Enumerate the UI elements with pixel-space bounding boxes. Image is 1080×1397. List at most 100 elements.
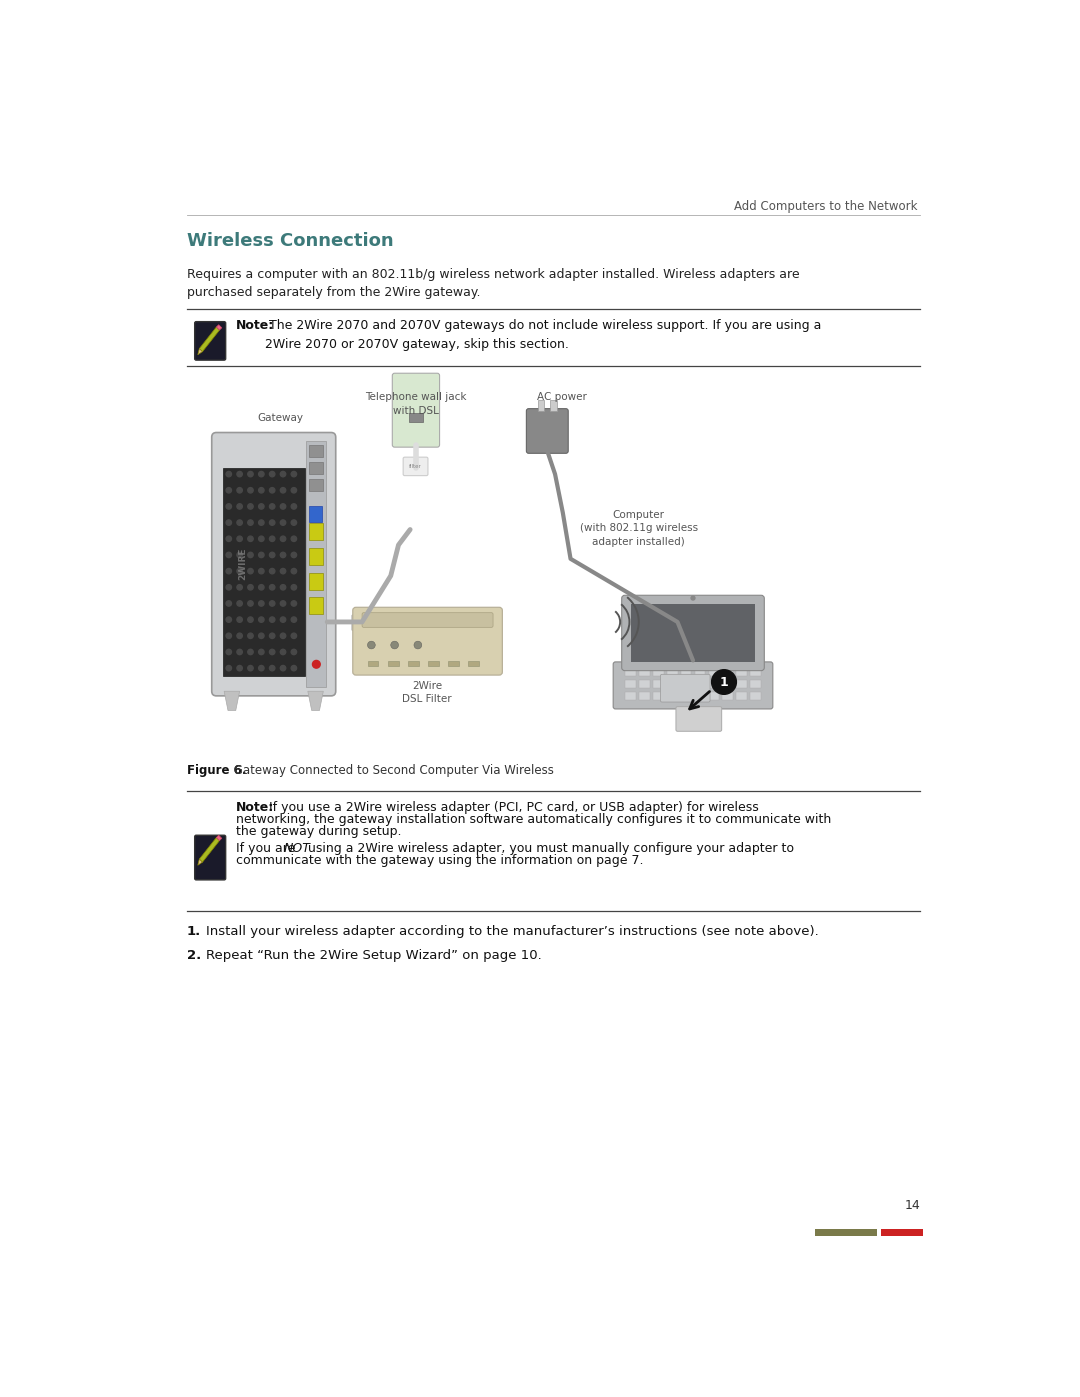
Circle shape: [292, 520, 297, 525]
Bar: [309, 573, 323, 590]
Bar: [880, 1229, 923, 1235]
Polygon shape: [216, 835, 221, 841]
Circle shape: [281, 471, 286, 476]
Circle shape: [270, 601, 275, 606]
Circle shape: [237, 665, 242, 671]
Circle shape: [281, 520, 286, 525]
Circle shape: [247, 504, 253, 509]
Text: If you use a 2Wire wireless adapter (PCI, PC card, or USB adapter) for wireless: If you use a 2Wire wireless adapter (PCI…: [266, 800, 759, 813]
Circle shape: [226, 552, 231, 557]
Bar: [815, 1229, 877, 1235]
Circle shape: [281, 650, 286, 655]
Text: The 2Wire 2070 and 2070V gateways do not include wireless support. If you are us: The 2Wire 2070 and 2070V gateways do not…: [266, 320, 822, 351]
Text: 14: 14: [904, 1199, 920, 1213]
Bar: [680, 680, 691, 689]
Circle shape: [237, 569, 242, 574]
Circle shape: [237, 650, 242, 655]
Circle shape: [226, 633, 231, 638]
Text: 2Wire
DSL Filter: 2Wire DSL Filter: [403, 682, 453, 704]
Bar: [222, 468, 305, 676]
Bar: [751, 668, 761, 676]
Circle shape: [258, 536, 264, 542]
Circle shape: [270, 584, 275, 590]
FancyBboxPatch shape: [613, 662, 773, 708]
Circle shape: [258, 650, 264, 655]
Circle shape: [247, 617, 253, 622]
Bar: [666, 668, 677, 676]
Bar: [708, 692, 719, 700]
Circle shape: [270, 665, 275, 671]
Bar: [694, 692, 705, 700]
Bar: [408, 661, 419, 666]
Text: NOT: NOT: [284, 842, 311, 855]
Circle shape: [281, 504, 286, 509]
Circle shape: [281, 617, 286, 622]
Bar: [309, 444, 323, 457]
Text: 2.: 2.: [187, 949, 201, 963]
Bar: [723, 668, 733, 676]
Circle shape: [247, 520, 253, 525]
Circle shape: [292, 504, 297, 509]
Bar: [723, 680, 733, 689]
FancyBboxPatch shape: [353, 608, 502, 675]
Circle shape: [691, 597, 694, 599]
Circle shape: [237, 617, 242, 622]
Circle shape: [281, 633, 286, 638]
FancyBboxPatch shape: [676, 707, 721, 731]
Text: the gateway during setup.: the gateway during setup.: [235, 826, 402, 838]
Circle shape: [247, 552, 253, 557]
Circle shape: [237, 536, 242, 542]
Text: 1: 1: [719, 676, 728, 689]
Circle shape: [237, 552, 242, 557]
Bar: [367, 661, 378, 666]
Circle shape: [270, 471, 275, 476]
Bar: [680, 668, 691, 676]
Bar: [694, 680, 705, 689]
Circle shape: [258, 601, 264, 606]
Bar: [625, 668, 636, 676]
Text: Computer
(with 802.11g wireless
adapter installed): Computer (with 802.11g wireless adapter …: [580, 510, 698, 546]
Circle shape: [281, 584, 286, 590]
Circle shape: [270, 633, 275, 638]
Bar: [408, 412, 422, 422]
Bar: [309, 524, 323, 541]
Bar: [737, 680, 747, 689]
Circle shape: [292, 633, 297, 638]
Text: Note:: Note:: [235, 800, 274, 813]
Bar: [694, 668, 705, 676]
Text: Figure 6.: Figure 6.: [187, 764, 246, 777]
FancyBboxPatch shape: [392, 373, 440, 447]
Bar: [666, 680, 677, 689]
Text: 1.: 1.: [187, 925, 201, 937]
Circle shape: [281, 488, 286, 493]
Circle shape: [237, 488, 242, 493]
Circle shape: [292, 488, 297, 493]
Bar: [309, 462, 323, 474]
Circle shape: [258, 569, 264, 574]
Bar: [388, 661, 399, 666]
Circle shape: [247, 488, 253, 493]
Circle shape: [226, 665, 231, 671]
Bar: [666, 692, 677, 700]
Bar: [631, 604, 755, 662]
Circle shape: [258, 617, 264, 622]
Circle shape: [292, 536, 297, 542]
Bar: [309, 479, 323, 490]
Bar: [638, 692, 649, 700]
Bar: [708, 668, 719, 676]
Circle shape: [247, 569, 253, 574]
Circle shape: [247, 471, 253, 476]
Circle shape: [226, 569, 231, 574]
Circle shape: [292, 584, 297, 590]
FancyBboxPatch shape: [194, 835, 226, 880]
Bar: [625, 692, 636, 700]
Bar: [428, 661, 438, 666]
Text: 2WIRE: 2WIRE: [238, 548, 247, 580]
Circle shape: [258, 633, 264, 638]
Circle shape: [237, 471, 242, 476]
Circle shape: [292, 665, 297, 671]
Circle shape: [247, 650, 253, 655]
Text: Repeat “Run the 2Wire Setup Wizard” on page 10.: Repeat “Run the 2Wire Setup Wizard” on p…: [206, 949, 542, 963]
Bar: [652, 692, 663, 700]
Circle shape: [270, 569, 275, 574]
